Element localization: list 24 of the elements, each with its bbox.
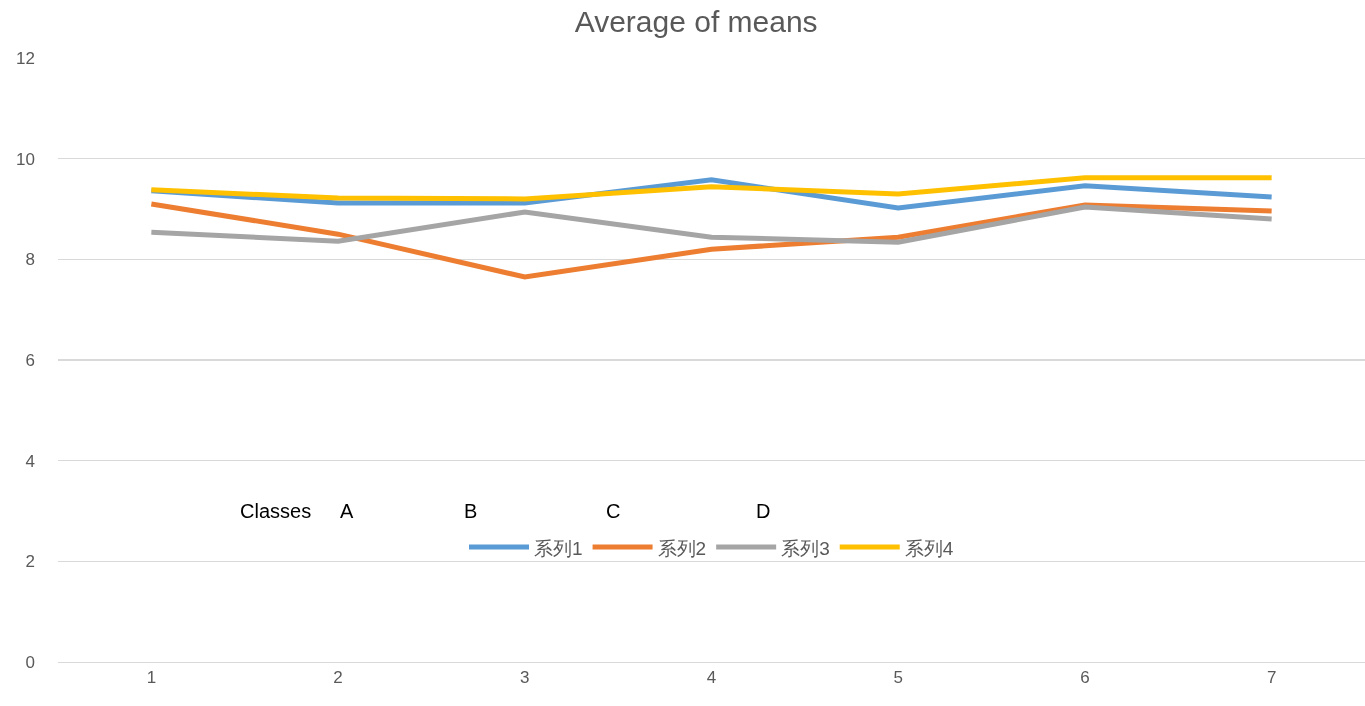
annotation: B	[464, 500, 478, 522]
x-tick-label: 1	[146, 668, 157, 688]
annotation: D	[756, 500, 771, 522]
x-tick-label: 2	[333, 668, 343, 688]
legend-label: 系列2	[657, 537, 707, 559]
x-tick-label: 5	[893, 668, 903, 688]
annotation: C	[606, 500, 621, 522]
x-tick-label: 6	[1080, 668, 1090, 688]
y-tick-label: 6	[25, 350, 35, 370]
x-tick-label: 3	[520, 668, 530, 688]
chart-title: Average of means	[574, 4, 818, 38]
y-tick-label: 2	[25, 552, 35, 572]
annotation: Classes	[240, 500, 312, 522]
y-tick-label: 4	[25, 451, 35, 471]
y-tick-label: 8	[25, 250, 35, 270]
x-tick-label: 7	[1266, 668, 1277, 688]
y-tick-label: 0	[25, 652, 35, 672]
legend-label: 系列4	[904, 537, 954, 559]
y-tick-label: 10	[16, 149, 35, 169]
legend-label: 系列1	[534, 537, 583, 559]
annotation: A	[340, 500, 354, 522]
y-tick-label: 12	[16, 48, 35, 68]
x-tick-label: 4	[706, 668, 717, 688]
legend-label: 系列3	[781, 537, 830, 559]
